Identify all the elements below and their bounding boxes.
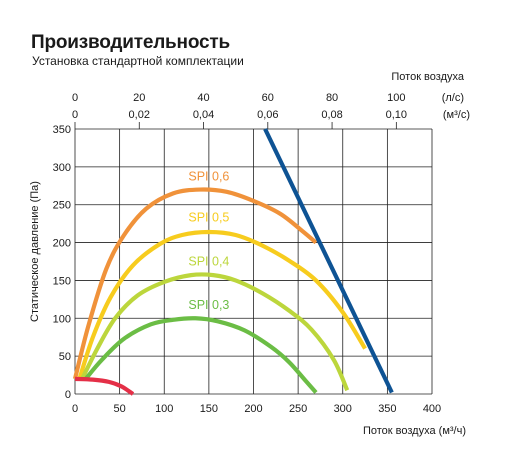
top-tick-ls: 40 bbox=[197, 92, 209, 104]
top-tick-ls: 20 bbox=[133, 92, 145, 104]
y-tick-label: 0 bbox=[65, 389, 71, 401]
series-line-spi-0-3 bbox=[84, 316, 318, 394]
top-tick-ls: 60 bbox=[262, 92, 274, 104]
x-tick-label: 50 bbox=[114, 403, 126, 415]
x-tick-label: 400 bbox=[423, 403, 441, 415]
top-tick-m3s: 0,06 bbox=[257, 109, 278, 121]
top-tick-m3s: 0,10 bbox=[386, 109, 407, 121]
y-tick-label: 200 bbox=[53, 238, 71, 250]
x-tick-label: 300 bbox=[334, 403, 352, 415]
x-tick-label: 150 bbox=[200, 403, 218, 415]
x-tick-label: 0 bbox=[72, 403, 78, 415]
x-tick-label: 350 bbox=[378, 403, 396, 415]
series-label: SPI 0,6 bbox=[188, 169, 229, 183]
series-line-spi-0-5 bbox=[77, 229, 367, 380]
grid bbox=[74, 128, 433, 395]
x-axis-label: Поток воздуха (м³/ч) bbox=[363, 425, 466, 437]
top-unit-ls: (л/с) bbox=[442, 92, 464, 104]
axes: 0 50 100 150 200 250 300 350 4000501001502002503… bbox=[29, 71, 470, 437]
y-tick-label: 100 bbox=[53, 313, 71, 325]
y-tick-label: 250 bbox=[53, 200, 71, 212]
y-axis-label: Статическое давление (Па) bbox=[29, 181, 41, 322]
y-tick-label: 50 bbox=[59, 351, 71, 363]
top-tick-m3s: 0,02 bbox=[129, 109, 150, 121]
x-tick-label: 250 bbox=[289, 403, 307, 415]
top-tick-ls: 100 bbox=[387, 92, 405, 104]
x-tick-label: 200 bbox=[244, 403, 262, 415]
chart-subtitle: Установка стандартной комплектации bbox=[32, 54, 244, 68]
y-tick-label: 300 bbox=[53, 162, 71, 174]
series-group bbox=[72, 128, 394, 396]
y-tick-label: 150 bbox=[53, 275, 71, 287]
top-tick-m3s: 0,08 bbox=[321, 109, 342, 121]
top-axis-label: Поток воздуха bbox=[391, 71, 464, 83]
series-line-4 bbox=[263, 128, 394, 394]
top-tick-m3s: 0 bbox=[72, 109, 78, 121]
series-label: SPI 0,3 bbox=[188, 298, 229, 312]
top-tick-ls: 80 bbox=[326, 92, 338, 104]
series-line-spi-0-6 bbox=[72, 187, 318, 380]
top-tick-m3s: 0,04 bbox=[193, 109, 214, 121]
labels-group: SPI 0,6 SPI 0,5 SPI 0,4 SPI 0,3 bbox=[188, 169, 229, 312]
series-label: SPI 0,5 bbox=[188, 210, 229, 224]
y-tick-label: 350 bbox=[53, 124, 71, 136]
chart-title: Производительность bbox=[31, 32, 230, 53]
x-tick-label: 100 bbox=[155, 403, 173, 415]
series-line-spi-0-4 bbox=[80, 272, 350, 392]
top-tick-ls: 0 bbox=[72, 92, 78, 104]
series-label: SPI 0,4 bbox=[188, 254, 229, 268]
series-line-5 bbox=[74, 376, 135, 396]
top-unit-m3s: (м³/с) bbox=[443, 109, 470, 121]
